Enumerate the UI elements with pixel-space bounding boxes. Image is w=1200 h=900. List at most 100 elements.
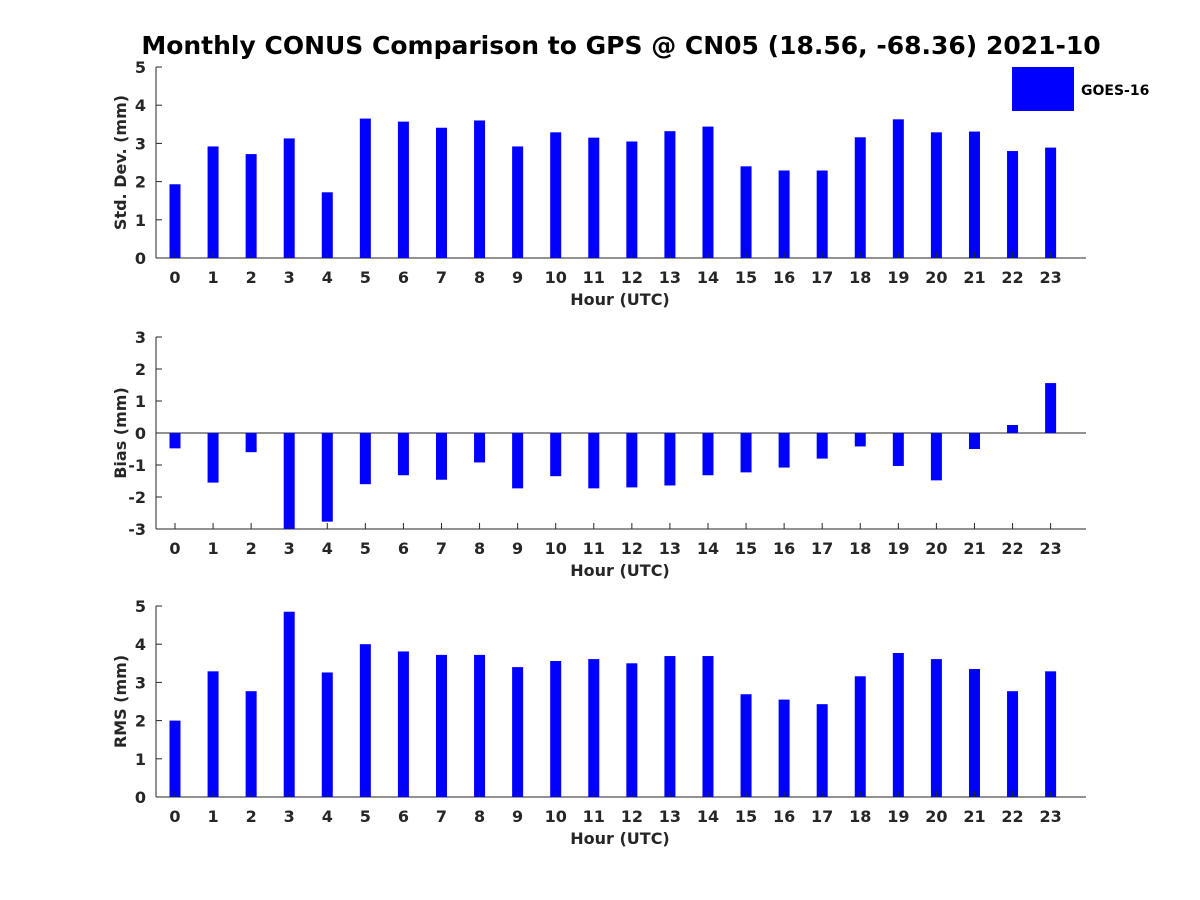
x-tick-label: 12 (621, 268, 643, 287)
bar-hour-13 (664, 433, 676, 486)
legend-swatch (1012, 67, 1074, 111)
y-axis-label: RMS (mm) (111, 655, 130, 748)
x-tick-label: 23 (1039, 539, 1061, 558)
bar-hour-17 (816, 170, 828, 258)
x-tick-label: 4 (322, 268, 333, 287)
x-tick-label: 3 (284, 268, 295, 287)
x-tick-label: 20 (925, 268, 947, 287)
y-tick-label: 1 (135, 750, 146, 769)
x-tick-label: 18 (849, 807, 871, 826)
y-tick-label: 3 (135, 134, 146, 153)
x-tick-label: 1 (207, 807, 218, 826)
bar-hour-9 (512, 146, 524, 258)
bar-hour-11 (588, 433, 600, 489)
bar-hour-6 (397, 433, 409, 476)
bar-hour-15 (740, 166, 752, 258)
x-tick-label: 19 (887, 807, 909, 826)
x-axis-label: Hour (UTC) (570, 290, 670, 309)
bar-hour-4 (321, 672, 333, 797)
x-tick-label: 1 (207, 539, 218, 558)
bar-hour-18 (854, 137, 866, 258)
bar-hour-7 (435, 654, 447, 797)
x-tick-label: 3 (284, 539, 295, 558)
bar-hour-2 (245, 691, 257, 797)
x-tick-label: 7 (436, 268, 447, 287)
y-tick-label: 0 (135, 424, 146, 443)
bar-hour-12 (626, 141, 638, 258)
bar-hour-16 (778, 433, 790, 468)
x-tick-label: 13 (659, 268, 681, 287)
x-tick-label: 13 (659, 807, 681, 826)
x-tick-label: 11 (583, 539, 605, 558)
bar-hour-14 (702, 126, 714, 258)
x-tick-label: 0 (169, 268, 180, 287)
bar-hour-3 (283, 611, 295, 797)
x-tick-label: 8 (474, 807, 485, 826)
x-tick-label: 16 (773, 807, 795, 826)
x-tick-label: 21 (963, 539, 985, 558)
bar-hour-11 (588, 659, 600, 797)
x-tick-label: 13 (659, 539, 681, 558)
bar-hour-14 (702, 656, 714, 797)
x-tick-label: 16 (773, 268, 795, 287)
x-tick-label: 7 (436, 807, 447, 826)
bar-hour-16 (778, 170, 790, 258)
bar-hour-22 (1007, 151, 1019, 258)
y-tick-label: 4 (135, 96, 146, 115)
bar-hour-5 (359, 118, 371, 258)
bar-hour-21 (968, 131, 980, 258)
y-axis-label: Bias (mm) (111, 387, 130, 479)
x-tick-label: 17 (811, 539, 833, 558)
bar-hour-11 (588, 137, 600, 258)
bar-hour-13 (664, 656, 676, 797)
bar-hour-2 (245, 433, 257, 453)
bar-hour-17 (816, 704, 828, 797)
y-tick-label: 5 (135, 58, 146, 77)
bar-hour-20 (930, 433, 942, 481)
chart-title: Monthly CONUS Comparison to GPS @ CN05 (… (141, 31, 1100, 60)
bar-hour-23 (1045, 671, 1057, 797)
x-tick-label: 5 (360, 807, 371, 826)
x-tick-label: 9 (512, 539, 523, 558)
y-tick-label: -3 (128, 520, 146, 539)
bar-hour-12 (626, 433, 638, 488)
bar-hour-7 (435, 127, 447, 258)
bar-hour-0 (169, 433, 181, 449)
x-tick-label: 22 (1001, 807, 1023, 826)
bar-hour-3 (283, 433, 295, 529)
y-tick-label: 5 (135, 597, 146, 616)
x-tick-label: 2 (246, 807, 257, 826)
y-tick-label: 3 (135, 328, 146, 347)
x-axis-label: Hour (UTC) (570, 561, 670, 580)
bar-hour-0 (169, 184, 181, 258)
x-tick-label: 21 (963, 268, 985, 287)
bar-hour-22 (1007, 691, 1019, 797)
bar-hour-1 (207, 671, 219, 797)
y-tick-label: -1 (128, 456, 146, 475)
x-tick-label: 3 (284, 807, 295, 826)
bar-hour-17 (816, 433, 828, 459)
y-tick-label: 2 (135, 173, 146, 192)
x-tick-label: 6 (398, 807, 409, 826)
x-tick-label: 18 (849, 268, 871, 287)
bar-hour-4 (321, 433, 333, 522)
bar-hour-8 (474, 120, 486, 258)
bar-hour-10 (550, 132, 562, 258)
bar-hour-15 (740, 694, 752, 797)
bar-hour-10 (550, 661, 562, 797)
x-tick-label: 9 (512, 807, 523, 826)
bar-hour-23 (1045, 383, 1057, 433)
bar-hour-8 (474, 654, 486, 797)
y-axis-label: Std. Dev. (mm) (111, 95, 130, 230)
bar-hour-19 (892, 433, 904, 466)
x-tick-label: 22 (1001, 539, 1023, 558)
x-tick-label: 16 (773, 539, 795, 558)
x-tick-label: 6 (398, 268, 409, 287)
x-tick-label: 8 (474, 539, 485, 558)
x-tick-label: 0 (169, 807, 180, 826)
legend-label: GOES-16 (1081, 83, 1149, 99)
bar-hour-8 (474, 433, 486, 463)
bar-hour-3 (283, 138, 295, 258)
